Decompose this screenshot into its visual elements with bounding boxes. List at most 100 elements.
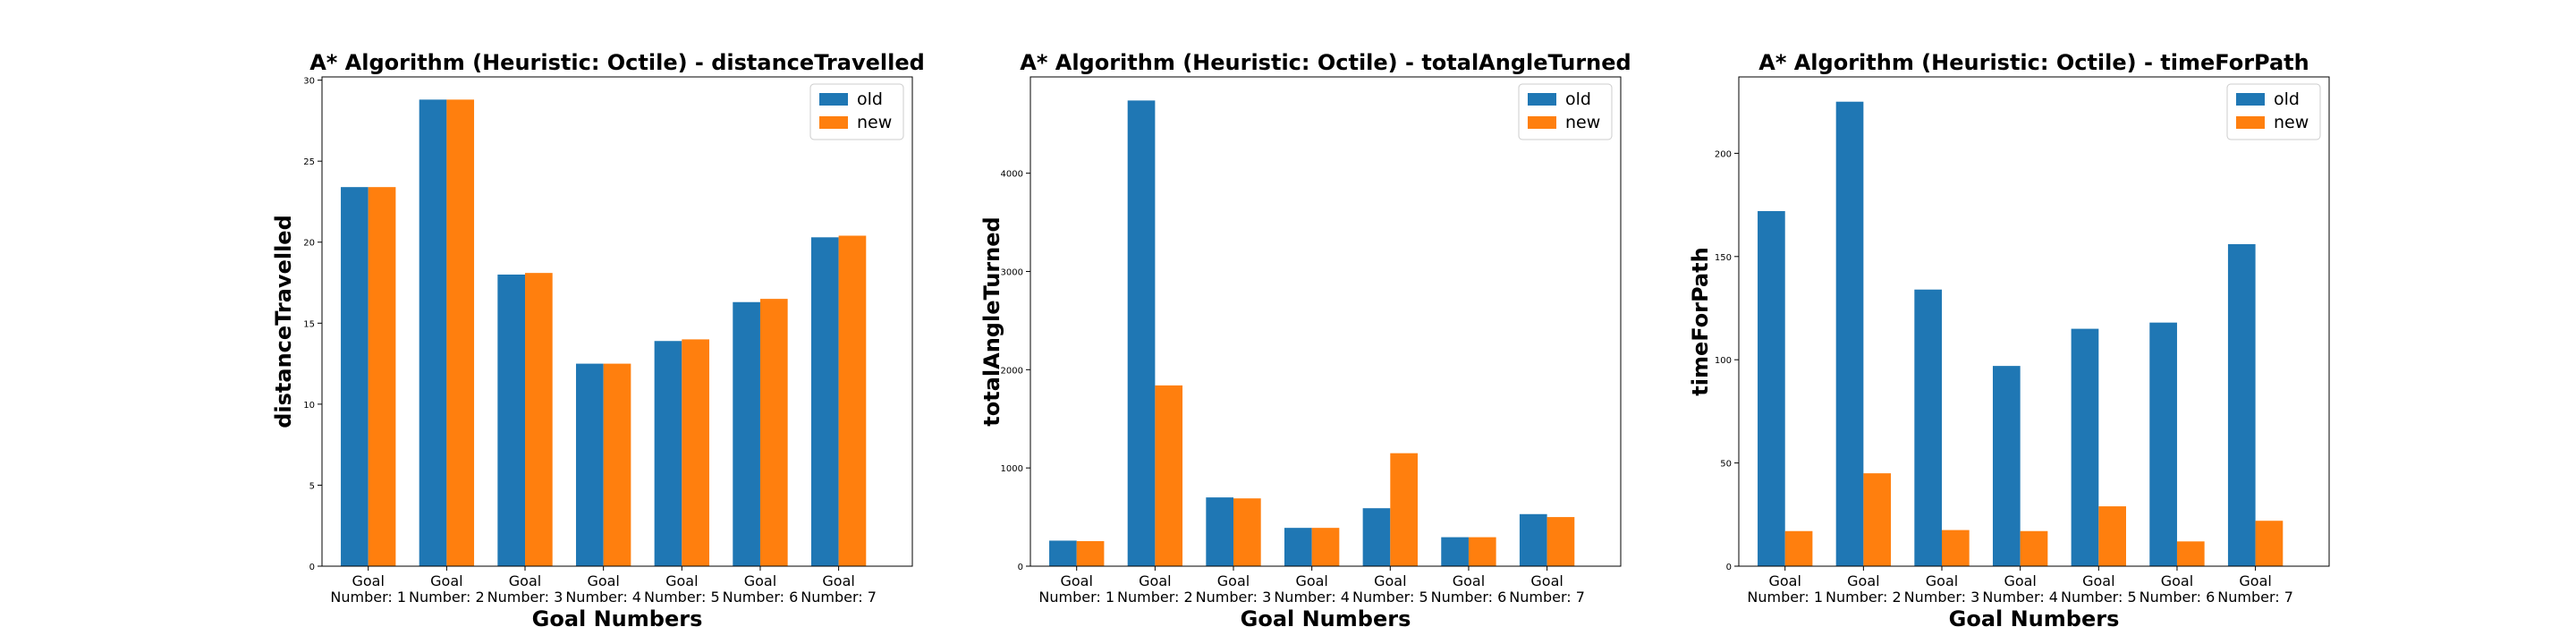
legend-label-old: old bbox=[857, 89, 883, 109]
chart-title: A* Algorithm (Heuristic: Octile) - total… bbox=[1020, 50, 1631, 75]
bar-old-1 bbox=[1049, 540, 1077, 566]
x-tick-label: Goal Number: 1 bbox=[1038, 572, 1114, 606]
y-tick-label: 1000 bbox=[1001, 464, 1023, 474]
x-tick-label: Goal Number: 7 bbox=[801, 572, 877, 606]
legend-swatch-old bbox=[1528, 93, 1556, 106]
bar-new-4 bbox=[2020, 530, 2048, 566]
x-tick-label: Goal Number: 2 bbox=[1826, 572, 1902, 606]
x-tick-label-line: Goal bbox=[1139, 572, 1171, 589]
x-tick-label: Goal Number: 6 bbox=[2140, 572, 2216, 606]
y-tick-label: 0 bbox=[1018, 563, 1023, 572]
legend-swatch-new bbox=[819, 116, 848, 129]
bar-old-7 bbox=[810, 237, 839, 566]
bar-old-3 bbox=[497, 274, 526, 566]
x-tick-label: Goal Number: 6 bbox=[723, 572, 799, 606]
bar-new-5 bbox=[682, 339, 709, 566]
bar-new-3 bbox=[525, 273, 553, 566]
bar-old-5 bbox=[654, 341, 682, 566]
x-tick-label: Goal Number: 5 bbox=[2061, 572, 2137, 606]
bar-old-2 bbox=[1835, 101, 1864, 566]
chart-title: A* Algorithm (Heuristic: Octile) - dista… bbox=[309, 50, 925, 75]
x-tick-label: Goal Number: 5 bbox=[644, 572, 720, 606]
x-tick-label: Goal Number: 4 bbox=[1982, 572, 2058, 606]
bar-old-4 bbox=[575, 363, 604, 566]
y-tick-label: 0 bbox=[309, 563, 315, 572]
x-tick-label-line: Number: 5 bbox=[2061, 589, 2137, 606]
bar-new-4 bbox=[1311, 528, 1340, 566]
bar-old-1 bbox=[1758, 211, 1785, 566]
bar-old-4 bbox=[1992, 366, 2021, 566]
y-axis-label: timeForPath bbox=[1688, 247, 1713, 395]
y-axis-label: totalAngleTurned bbox=[979, 216, 1004, 426]
x-tick-label-line: Goal bbox=[1926, 572, 1958, 589]
x-tick-label-line: Number: 2 bbox=[1826, 589, 1902, 606]
legend-label-old: old bbox=[1565, 89, 1591, 109]
x-tick-label-line: Goal bbox=[587, 572, 619, 589]
bar-new-1 bbox=[368, 187, 396, 567]
x-tick-label: Goal Number: 2 bbox=[1117, 572, 1193, 606]
chart-title: A* Algorithm (Heuristic: Octile) - timeF… bbox=[1758, 50, 2309, 75]
y-axis-label: distanceTravelled bbox=[271, 215, 296, 428]
bar-old-1 bbox=[341, 187, 369, 567]
y-tick-label: 2000 bbox=[1001, 366, 1023, 376]
x-tick-label-line: Number: 7 bbox=[801, 589, 877, 606]
x-tick-label-line: Number: 5 bbox=[644, 589, 720, 606]
bar-new-6 bbox=[2176, 541, 2205, 566]
plot-frame bbox=[321, 76, 913, 567]
plot-frame bbox=[1738, 76, 2330, 567]
x-tick-label-line: Number: 1 bbox=[1038, 589, 1114, 606]
plot-frame bbox=[1030, 76, 1622, 567]
bar-new-2 bbox=[1863, 473, 1892, 566]
x-tick-label-line: Number: 7 bbox=[1509, 589, 1585, 606]
x-tick-label-line: Goal bbox=[509, 572, 541, 589]
x-tick-label-line: Number: 6 bbox=[2140, 589, 2216, 606]
legend-swatch-old bbox=[819, 93, 848, 106]
y-tick-label: 10 bbox=[303, 401, 315, 411]
x-tick-label-line: Goal bbox=[1453, 572, 1485, 589]
x-axis-label: Goal Numbers bbox=[1949, 606, 2120, 631]
x-tick-label-line: Goal bbox=[744, 572, 776, 589]
bar-old-6 bbox=[733, 301, 760, 566]
bar-old-5 bbox=[2071, 328, 2099, 566]
y-tick-label: 25 bbox=[303, 157, 315, 167]
bar-new-7 bbox=[1546, 517, 1575, 566]
y-tick-label: 200 bbox=[1715, 149, 1732, 159]
x-tick-label-line: Goal bbox=[1847, 572, 1879, 589]
bar-new-6 bbox=[1468, 537, 1496, 566]
legend-label-new: new bbox=[2274, 113, 2309, 132]
x-tick-label-line: Goal bbox=[352, 572, 384, 589]
x-tick-label-line: Goal bbox=[1768, 572, 1801, 589]
bar-old-6 bbox=[2149, 322, 2177, 566]
bar-old-2 bbox=[1127, 100, 1156, 567]
x-tick-label-line: Number: 3 bbox=[1904, 589, 1980, 606]
y-tick-label: 20 bbox=[303, 239, 315, 249]
x-tick-label-line: Number: 3 bbox=[487, 589, 564, 606]
legend: old new bbox=[2226, 83, 2321, 140]
x-tick-label-line: Goal bbox=[2239, 572, 2271, 589]
bar-new-2 bbox=[446, 99, 475, 567]
x-tick-label-line: Goal bbox=[665, 572, 698, 589]
bar-new-2 bbox=[1155, 385, 1183, 566]
x-tick-label-line: Number: 1 bbox=[330, 589, 406, 606]
legend-swatch-old bbox=[2236, 93, 2265, 106]
bar-new-1 bbox=[1784, 530, 1813, 566]
x-axis-label: Goal Numbers bbox=[1241, 606, 1411, 631]
x-tick-label-line: Number: 4 bbox=[565, 589, 641, 606]
bar-old-7 bbox=[1519, 513, 1547, 566]
x-tick-label-line: Number: 4 bbox=[1982, 589, 2058, 606]
x-tick-label: Goal Number: 7 bbox=[1509, 572, 1585, 606]
x-tick-label-line: Number: 2 bbox=[1117, 589, 1193, 606]
x-tick-label-line: Number: 6 bbox=[723, 589, 799, 606]
x-tick-label-line: Goal bbox=[430, 572, 462, 589]
legend-swatch-new bbox=[2236, 116, 2265, 129]
bar-old-5 bbox=[1362, 508, 1391, 566]
bar-old-4 bbox=[1284, 528, 1312, 566]
y-tick-label: 30 bbox=[303, 77, 315, 87]
x-tick-label-line: Number: 7 bbox=[2217, 589, 2293, 606]
y-tick-label: 50 bbox=[1720, 460, 1732, 470]
y-tick-label: 4000 bbox=[1001, 170, 1023, 180]
legend-label-old: old bbox=[2274, 89, 2300, 109]
